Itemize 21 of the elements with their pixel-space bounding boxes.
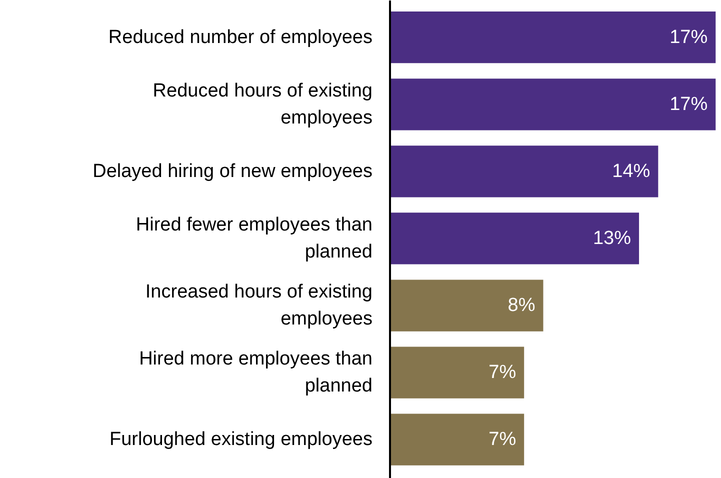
y-tick-label: Delayed hiring of new employees xyxy=(92,160,372,182)
data-label: 7% xyxy=(488,429,516,450)
data-label: 17% xyxy=(670,26,708,48)
bar xyxy=(390,212,640,264)
y-tick-label: Hired fewer employees than planned xyxy=(136,214,372,263)
y-tick-label: Reduced number of employees xyxy=(108,26,372,48)
data-label: 17% xyxy=(670,94,708,115)
bar xyxy=(390,414,524,466)
bar xyxy=(390,146,658,198)
data-label: 13% xyxy=(592,228,632,249)
y-tick-label: Furloughed existing employees xyxy=(109,429,372,450)
bar xyxy=(390,346,524,398)
y-tick-label: Increased hours of existing employees xyxy=(145,281,372,330)
bar xyxy=(390,280,544,332)
y-tick-label: Hired more employees than planned xyxy=(139,348,372,397)
data-label: 14% xyxy=(612,160,650,182)
bar xyxy=(390,78,716,130)
data-label: 8% xyxy=(508,295,536,316)
data-label: 7% xyxy=(488,362,516,384)
y-tick-label: Reduced hours of existing employees xyxy=(152,80,372,129)
bar xyxy=(390,12,716,64)
